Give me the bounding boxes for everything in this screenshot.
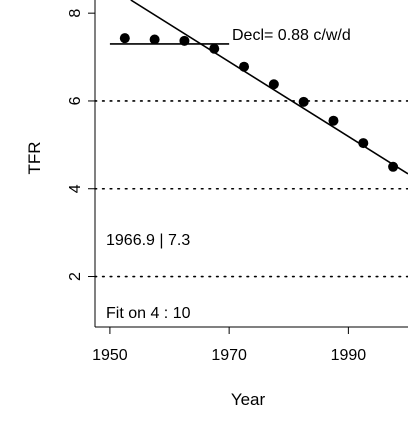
y-axis-label: TFR — [25, 141, 44, 174]
y-tick-label: 2 — [67, 272, 84, 281]
fit-annotation: Fit on 4 : 10 — [106, 305, 191, 322]
data-point — [239, 61, 250, 72]
data-point — [358, 138, 369, 149]
axes: 2 4 6 8 1950 1970 1990 — [67, 0, 408, 364]
x-tick-label: 1970 — [211, 347, 247, 364]
data-point — [268, 79, 279, 90]
data-point — [388, 161, 399, 172]
data-point — [179, 35, 190, 46]
x-tick-label: 1950 — [92, 347, 128, 364]
data-point — [328, 115, 339, 126]
data-point — [149, 34, 160, 45]
y-tick-label: 4 — [67, 184, 84, 193]
x-ticks: 1950 1970 1990 — [92, 327, 366, 364]
y-tick-label: 8 — [67, 9, 84, 18]
data-points — [119, 33, 399, 172]
x-tick-label: 1990 — [331, 347, 367, 364]
x-axis-label: Year — [231, 390, 266, 409]
data-point — [119, 33, 130, 44]
break-annotation: 1966.9 | 7.3 — [106, 232, 190, 249]
decline-annotation: Decl= 0.88 c/w/d — [232, 27, 351, 44]
dotted-reference-lines — [94, 100, 408, 278]
data-point — [298, 96, 309, 107]
y-tick-label: 6 — [67, 96, 84, 105]
y-ticks: 2 4 6 8 — [67, 9, 95, 281]
data-point — [209, 43, 220, 54]
